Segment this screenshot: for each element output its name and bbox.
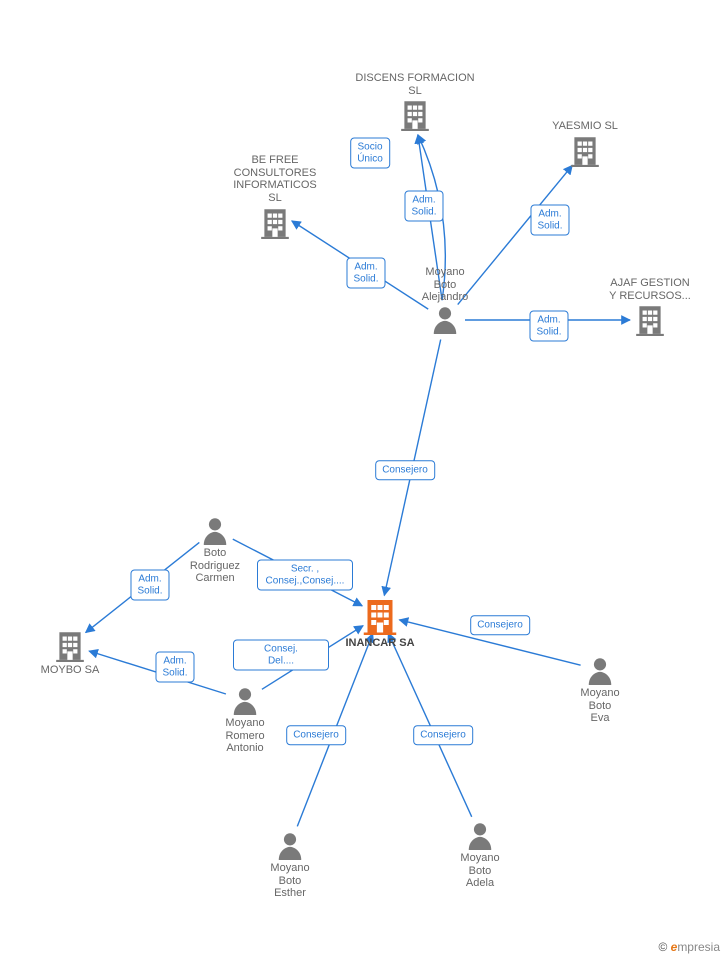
- company-icon: [590, 302, 710, 336]
- edge-label: SocioÚnico: [350, 138, 390, 169]
- edge-label: Consej.Del....: [233, 640, 329, 671]
- node-label: AJAF GESTIONY RECURSOS...: [590, 277, 710, 302]
- person-node-alejandro[interactable]: MoyanoBotoAlejandro: [385, 264, 505, 334]
- person-icon: [155, 515, 275, 545]
- company-icon: [320, 595, 440, 635]
- edge-label: Adm.Solid.: [130, 570, 169, 601]
- person-icon: [540, 655, 660, 685]
- node-label: MOYBO SA: [10, 664, 130, 677]
- company-node-befree[interactable]: BE FREECONSULTORES INFORMATICOSSL: [215, 152, 335, 239]
- node-label: MoyanoBotoAdela: [420, 852, 540, 890]
- company-icon: [525, 133, 645, 167]
- edge-label: Consejero: [470, 615, 530, 635]
- company-icon: [355, 97, 475, 131]
- brand-rest: mpresia: [677, 940, 720, 954]
- node-label: BE FREECONSULTORES INFORMATICOSSL: [215, 154, 335, 205]
- person-icon: [185, 685, 305, 715]
- company-icon: [215, 205, 335, 239]
- edge-label: Adm.Solid.: [404, 191, 443, 222]
- edge-label: Secr. , Consej.,Consej....: [257, 560, 353, 591]
- person-icon: [230, 830, 350, 860]
- node-label: MoyanoBotoEsther: [230, 862, 350, 900]
- company-node-ajaf[interactable]: AJAF GESTIONY RECURSOS...: [590, 275, 710, 336]
- copyright: © empresia: [658, 940, 720, 954]
- node-label: MoyanoBotoEva: [540, 687, 660, 725]
- node-label: INANCAR SA: [320, 637, 440, 650]
- company-node-discens[interactable]: DISCENS FORMACION SL: [355, 70, 475, 131]
- person-icon: [420, 820, 540, 850]
- edge-label: Consejero: [375, 460, 435, 480]
- edge-label: Consejero: [286, 725, 346, 745]
- company-node-yaesmio[interactable]: YAESMIO SL: [525, 118, 645, 167]
- company-icon: [10, 628, 130, 662]
- person-node-adela[interactable]: MoyanoBotoAdela: [420, 820, 540, 890]
- edge-label: Consejero: [413, 725, 473, 745]
- node-label: YAESMIO SL: [525, 120, 645, 133]
- node-label: DISCENS FORMACION SL: [355, 72, 475, 97]
- edge-label: Adm.Solid.: [529, 311, 568, 342]
- person-icon: [385, 304, 505, 334]
- edge-label: Adm.Solid.: [346, 258, 385, 289]
- person-node-esther[interactable]: MoyanoBotoEsther: [230, 830, 350, 900]
- company-node-inancar[interactable]: INANCAR SA: [320, 595, 440, 650]
- person-node-eva[interactable]: MoyanoBotoEva: [540, 655, 660, 725]
- node-label: MoyanoBotoAlejandro: [385, 266, 505, 304]
- edge-label: Adm.Solid.: [530, 205, 569, 236]
- company-node-moybo[interactable]: MOYBO SA: [10, 628, 130, 677]
- copyright-symbol: ©: [658, 940, 667, 954]
- edge-label: Adm.Solid.: [155, 652, 194, 683]
